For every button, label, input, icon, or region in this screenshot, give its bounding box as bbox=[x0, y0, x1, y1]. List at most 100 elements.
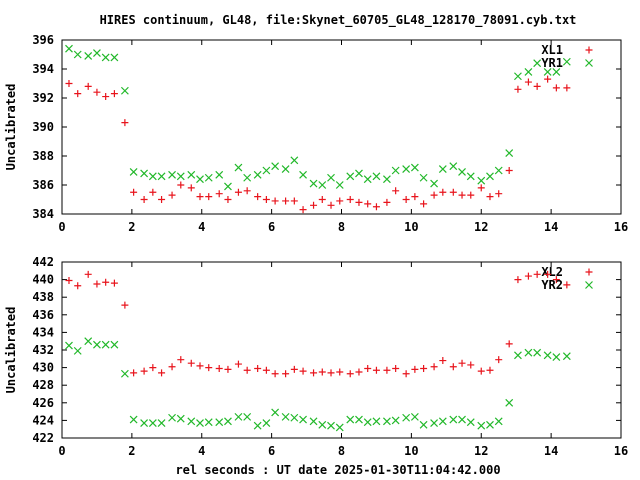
data-point-xl2 bbox=[110, 279, 118, 287]
data-point-xl2 bbox=[74, 282, 82, 290]
data-point-xl1 bbox=[327, 201, 335, 209]
data-point-xl1 bbox=[477, 184, 485, 192]
data-point-yr1 bbox=[552, 67, 561, 76]
data-point-yr1 bbox=[140, 169, 149, 178]
data-point-yr1 bbox=[224, 182, 232, 191]
data-point-xl2 bbox=[477, 367, 485, 375]
data-point-xl1 bbox=[299, 206, 307, 214]
data-point-xl2 bbox=[355, 368, 363, 376]
data-point-yr1 bbox=[234, 163, 243, 172]
x-tick-label: 14 bbox=[544, 220, 558, 234]
data-point-xl2 bbox=[327, 369, 335, 377]
data-point-yr2 bbox=[101, 340, 110, 349]
data-point-yr1 bbox=[204, 173, 213, 182]
data-point-xl1 bbox=[282, 197, 290, 205]
x-axis-label: rel seconds : UT date 2025-01-30T11:04:4… bbox=[175, 463, 500, 477]
data-point-xl2 bbox=[224, 365, 232, 373]
data-point-yr2 bbox=[204, 418, 213, 427]
data-point-xl2 bbox=[411, 365, 419, 373]
legend-marker-yr1 bbox=[585, 59, 593, 67]
data-point-yr1 bbox=[299, 170, 307, 179]
data-point-yr2 bbox=[477, 421, 486, 430]
legend-label-yr1: YR1 bbox=[541, 56, 563, 70]
data-point-yr2 bbox=[157, 419, 166, 427]
data-point-yr1 bbox=[110, 53, 119, 62]
data-point-xl1 bbox=[224, 196, 232, 203]
y-tick-label: 396 bbox=[32, 33, 54, 47]
data-point-yr2 bbox=[346, 415, 355, 424]
data-point-xl1 bbox=[196, 193, 204, 201]
data-point-xl2 bbox=[533, 270, 541, 278]
y-tick-label: 392 bbox=[32, 91, 54, 105]
data-point-yr2 bbox=[110, 340, 119, 349]
data-point-xl2 bbox=[392, 364, 400, 372]
data-point-yr2 bbox=[176, 414, 185, 423]
data-point-xl1 bbox=[514, 85, 522, 93]
x-tick-label: 6 bbox=[268, 444, 275, 458]
x-tick-label: 12 bbox=[474, 444, 488, 458]
data-point-xl2 bbox=[130, 369, 138, 377]
data-point-yr2 bbox=[93, 340, 101, 349]
data-point-xl2 bbox=[234, 360, 242, 368]
data-point-xl2 bbox=[420, 364, 428, 372]
data-point-yr1 bbox=[168, 170, 176, 179]
data-point-yr2 bbox=[562, 352, 571, 361]
data-point-yr1 bbox=[157, 172, 166, 181]
data-point-xl2 bbox=[402, 370, 410, 378]
data-point-xl1 bbox=[458, 191, 466, 199]
x-tick-label: 8 bbox=[338, 444, 345, 458]
data-point-yr1 bbox=[196, 175, 204, 184]
data-point-xl1 bbox=[271, 197, 279, 205]
data-point-yr2 bbox=[271, 408, 280, 417]
data-point-xl1 bbox=[563, 84, 571, 92]
y-tick-label: 394 bbox=[32, 62, 54, 76]
data-point-xl2 bbox=[563, 281, 571, 289]
data-point-yr1 bbox=[372, 172, 381, 181]
data-point-yr1 bbox=[382, 175, 391, 184]
y-axis-label-1: Uncalibrated bbox=[4, 84, 18, 171]
data-point-xl2 bbox=[254, 364, 262, 372]
data-point-xl2 bbox=[495, 356, 503, 364]
data-point-yr1 bbox=[494, 166, 503, 175]
y-tick-label: 430 bbox=[32, 361, 54, 375]
data-point-xl2 bbox=[318, 368, 326, 376]
data-point-xl1 bbox=[392, 187, 400, 195]
data-point-xl1 bbox=[505, 167, 513, 174]
data-point-xl1 bbox=[486, 193, 494, 201]
data-point-xl2 bbox=[84, 270, 92, 278]
data-point-yr1 bbox=[346, 172, 355, 181]
data-point-yr2 bbox=[243, 412, 252, 421]
data-point-xl1 bbox=[205, 193, 213, 201]
y-tick-label: 426 bbox=[32, 396, 54, 410]
data-point-yr1 bbox=[243, 173, 252, 182]
data-point-xl2 bbox=[514, 276, 522, 284]
data-point-yr2 bbox=[355, 415, 363, 424]
legend-marker-xl2 bbox=[585, 268, 593, 276]
x-tick-label: 2 bbox=[128, 444, 135, 458]
data-point-xl1 bbox=[420, 200, 428, 208]
data-point-xl2 bbox=[102, 278, 110, 286]
data-point-xl1 bbox=[262, 196, 270, 203]
data-point-yr2 bbox=[262, 419, 271, 427]
x-tick-label: 6 bbox=[268, 220, 275, 234]
data-point-yr1 bbox=[514, 72, 522, 81]
data-point-yr2 bbox=[514, 351, 522, 360]
data-point-yr2 bbox=[196, 419, 204, 427]
chart-title: HIRES continuum, GL48, file:Skynet_60705… bbox=[100, 13, 577, 28]
data-point-xl1 bbox=[84, 82, 92, 90]
data-point-xl1 bbox=[158, 196, 166, 203]
data-point-yr2 bbox=[84, 337, 93, 346]
data-point-xl2 bbox=[552, 276, 560, 284]
data-point-yr2 bbox=[335, 423, 344, 432]
data-point-yr2 bbox=[253, 421, 262, 430]
x-tick-label: 16 bbox=[614, 220, 628, 234]
data-point-yr1 bbox=[363, 175, 372, 184]
data-point-yr2 bbox=[419, 420, 428, 429]
data-point-xl2 bbox=[310, 369, 318, 377]
data-point-yr1 bbox=[430, 179, 439, 188]
data-point-xl2 bbox=[215, 364, 223, 372]
data-point-yr2 bbox=[73, 346, 82, 355]
data-point-yr1 bbox=[271, 162, 280, 171]
